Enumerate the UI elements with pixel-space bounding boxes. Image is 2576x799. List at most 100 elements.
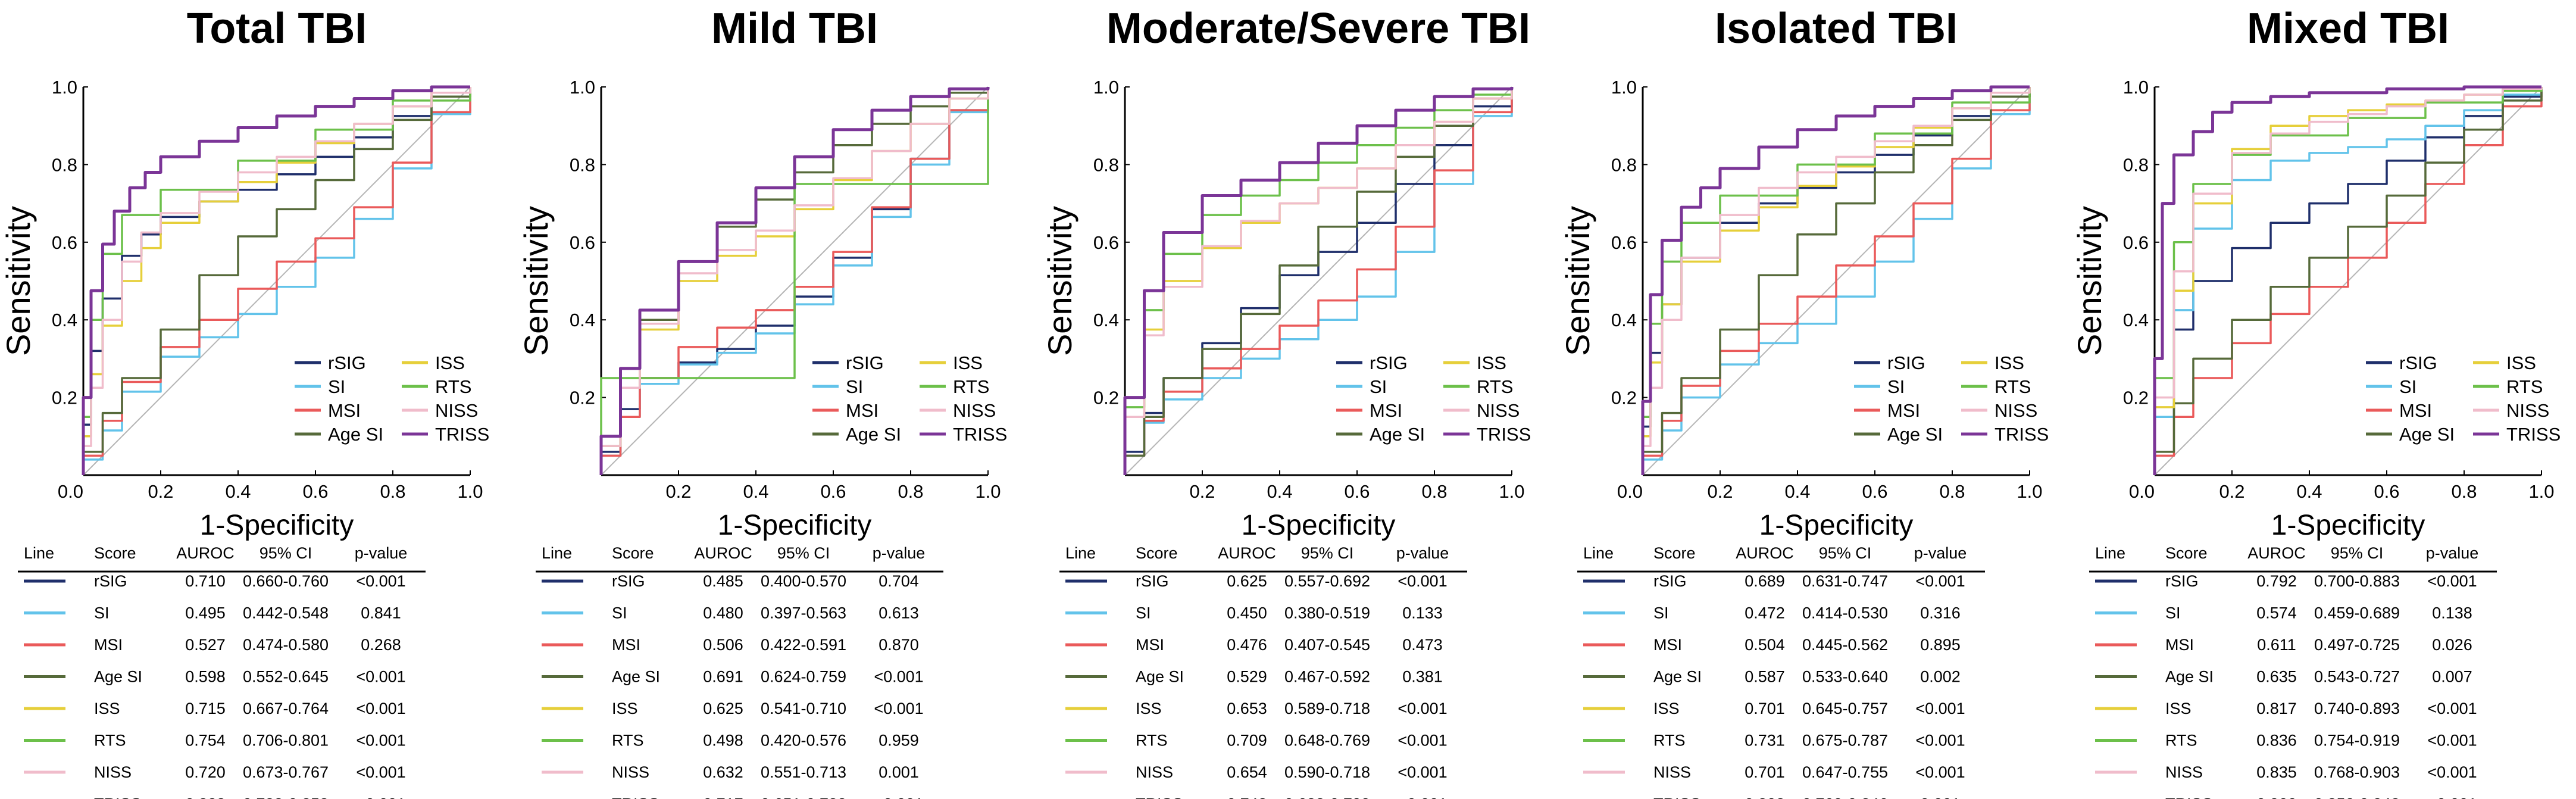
table-score: RTS — [2165, 732, 2197, 750]
x-tick-label: 1.0 — [457, 481, 483, 502]
table-ci: 0.589-0.718 — [1284, 700, 1370, 717]
table-score: rSIG — [2165, 572, 2199, 590]
x-tick-label: 0.0 — [2129, 481, 2155, 502]
y-axis-label: Sensitivity — [517, 206, 555, 356]
table-auroc: 0.823 — [185, 795, 226, 799]
table-auroc: 0.691 — [703, 668, 743, 686]
y-tick-label: 0.8 — [1093, 154, 1119, 175]
table-header-3: 95% CI — [1301, 544, 1354, 562]
table-ci: 0.700-0.883 — [2314, 572, 2400, 590]
table-p-value: <0.001 — [874, 668, 923, 686]
table-p-value: 0.268 — [361, 636, 401, 654]
y-tick-label: 1.0 — [1611, 77, 1637, 98]
x-tick-label: 0.4 — [225, 481, 251, 502]
table-p-value: <0.001 — [1398, 732, 1447, 750]
y-tick-label: 0.8 — [1611, 154, 1637, 175]
table-p-value: <0.001 — [874, 795, 923, 799]
legend-label: NISS — [1477, 400, 1520, 421]
table-auroc: 0.495 — [185, 604, 226, 622]
table-score: ISS — [94, 700, 120, 717]
table-header-0: Line — [542, 544, 572, 562]
roc-curve-age-si — [2153, 87, 2543, 475]
table-score: TRISS — [2165, 795, 2213, 799]
x-tick-label: 0.6 — [302, 481, 328, 502]
table-p-value: <0.001 — [2427, 763, 2477, 781]
table-p-value: <0.001 — [1398, 763, 1447, 781]
y-tick-label: 1.0 — [570, 77, 595, 98]
table-header-4: p-value — [1396, 544, 1449, 562]
table-p-value: <0.001 — [2427, 700, 2477, 717]
legend-label: Age SI — [1370, 424, 1425, 445]
table-score: TRISS — [612, 795, 659, 799]
table-ci: 0.660-0.760 — [243, 572, 329, 590]
table-ci: 0.533-0.640 — [1802, 668, 1888, 686]
table-score: TRISS — [1136, 795, 1183, 799]
table-auroc: 0.485 — [703, 572, 743, 590]
legend-label: ISS — [1994, 352, 2024, 373]
table-score: NISS — [2165, 763, 2203, 781]
y-tick-label: 0.6 — [52, 232, 77, 253]
roc-curve-niss — [2153, 87, 2543, 475]
y-tick-label: 0.8 — [52, 154, 77, 175]
table-auroc: 0.835 — [2256, 763, 2297, 781]
table-ci: 0.442-0.548 — [243, 604, 329, 622]
y-tick-label: 0.4 — [1611, 310, 1637, 330]
table-auroc: 0.476 — [1227, 636, 1267, 654]
x-tick-label: 0.8 — [380, 481, 405, 502]
y-axis-label: Sensitivity — [1041, 206, 1078, 356]
x-tick-label: 0.2 — [1189, 481, 1215, 502]
table-score: rSIG — [94, 572, 127, 590]
legend-label: SI — [1887, 376, 1905, 397]
roc-table: Line Score AUROC 95% CI p-value rSIG 0.485 0.40… — [536, 544, 943, 799]
roc-panel: Total TBI Sensitivity 1-Specificity 0.0 0.2 0… — [0, 5, 489, 799]
table-header-1: Score — [1653, 544, 1696, 562]
table-p-value: 0.007 — [2432, 668, 2472, 686]
x-tick-label: 0.6 — [820, 481, 846, 502]
legend-label: TRISS — [435, 424, 489, 445]
table-header-1: Score — [2165, 544, 2208, 562]
table-p-value: <0.001 — [356, 668, 405, 686]
table-score: MSI — [1136, 636, 1164, 654]
y-tick-label: 0.2 — [2123, 388, 2149, 408]
chart-title: Mild TBI — [711, 5, 878, 52]
x-tick-label: 0.8 — [1939, 481, 1965, 502]
legend-label: RTS — [1477, 376, 1513, 397]
table-score: rSIG — [1653, 572, 1687, 590]
y-tick-label: 1.0 — [1093, 77, 1119, 98]
y-tick-label: 0.6 — [1093, 232, 1119, 253]
legend-label: Age SI — [846, 424, 901, 445]
y-tick-label: 0.4 — [570, 310, 595, 330]
legend-label: RTS — [953, 376, 989, 397]
roc-curve-triss — [1641, 85, 2030, 475]
table-score: Age SI — [1653, 668, 1702, 686]
table-header-2: AUROC — [694, 544, 752, 562]
table-p-value: <0.001 — [1915, 700, 1965, 717]
y-tick-label: 0.2 — [1093, 388, 1119, 408]
legend-label: NISS — [1994, 400, 2037, 421]
table-p-value: 0.841 — [361, 604, 401, 622]
x-tick-label: 0.4 — [2296, 481, 2322, 502]
table-p-value: 0.026 — [2432, 636, 2472, 654]
x-tick-label: 0.8 — [1421, 481, 1447, 502]
x-tick-label: 0.8 — [2451, 481, 2477, 502]
table-ci: 0.645-0.757 — [1802, 700, 1888, 717]
y-tick-label: 0.6 — [570, 232, 595, 253]
legend-label: MSI — [1887, 400, 1920, 421]
table-score: Age SI — [94, 668, 142, 686]
table-score: RTS — [1653, 732, 1686, 750]
table-score: MSI — [94, 636, 123, 654]
x-tick-label: 1.0 — [1499, 481, 1524, 502]
table-auroc: 0.611 — [2257, 636, 2296, 654]
chart-title: Moderate/Severe TBI — [1106, 5, 1530, 52]
x-tick-label: 1.0 — [2017, 481, 2042, 502]
legend-label: ISS — [2506, 352, 2536, 373]
roc-curve-triss — [2153, 85, 2541, 475]
table-score: RTS — [1136, 732, 1168, 750]
table-score: ISS — [612, 700, 638, 717]
y-tick-label: 0.2 — [52, 388, 77, 408]
table-score: Age SI — [1136, 668, 1184, 686]
table-auroc: 0.506 — [703, 636, 743, 654]
table-score: RTS — [94, 732, 126, 750]
